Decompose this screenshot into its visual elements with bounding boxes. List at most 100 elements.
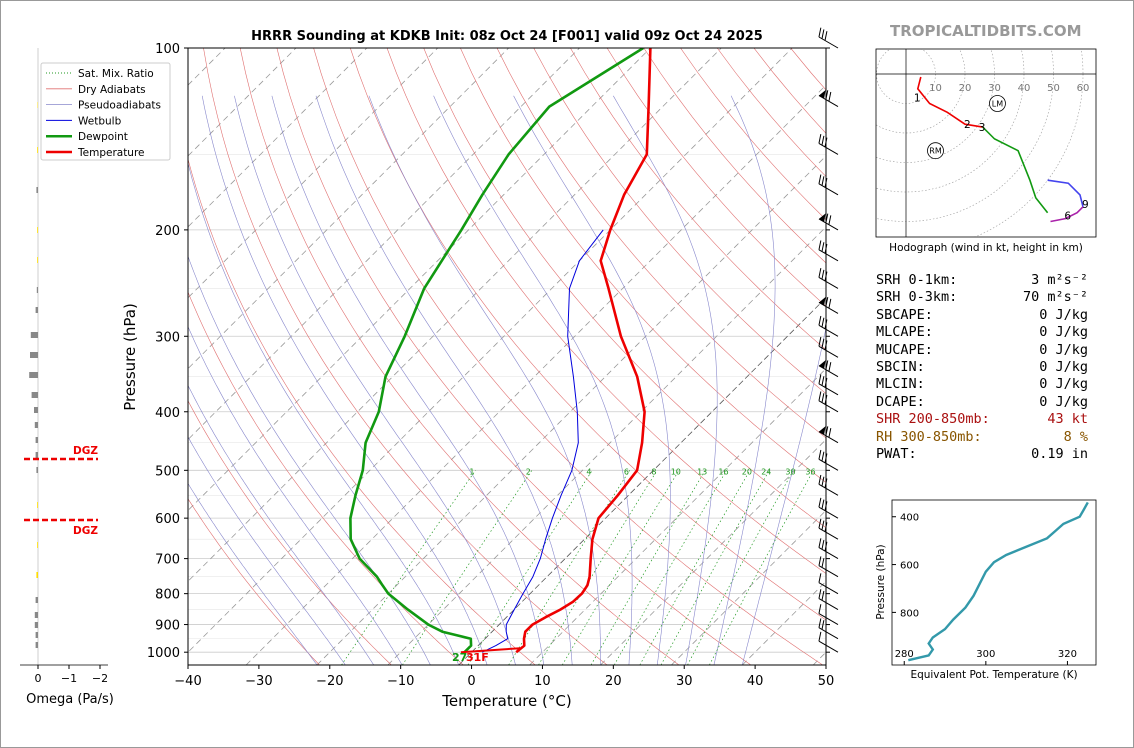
stat-label: MUCAPE:	[876, 341, 933, 358]
theta-y-tick-label: 400	[900, 513, 919, 524]
wind-barb	[818, 538, 839, 560]
dewpoint-line	[349, 48, 644, 654]
wind-barb	[818, 518, 839, 540]
theta-e-line	[908, 501, 1089, 662]
skewt-plot-frame	[187, 47, 827, 666]
x-axis-label: Temperature (°C)	[441, 692, 571, 710]
omega-bar	[37, 147, 38, 153]
omega-bar	[36, 287, 38, 293]
dry-adiabat	[533, 48, 826, 394]
wind-barb	[818, 374, 839, 396]
y-tick-label: 100	[155, 42, 180, 57]
omega-bar	[35, 642, 38, 648]
moist-adiabat	[315, 95, 573, 665]
isotherm	[600, 438, 826, 665]
stat-label: MLCAPE:	[876, 324, 933, 341]
wind-barb	[818, 589, 839, 610]
wind-barb	[818, 573, 839, 595]
stat-label: SHR 200-850mb:	[876, 411, 990, 428]
moist-adiabat	[188, 384, 374, 665]
surface-dewpoint-label: 27	[452, 651, 467, 664]
stat-row: RH 300-850mb: 8 %	[876, 429, 1116, 446]
theta-x-tick-label: 280	[895, 649, 914, 660]
moist-adiabat	[234, 95, 516, 665]
moist-adiabat	[271, 95, 545, 665]
omega-bar	[36, 467, 38, 473]
hodograph-segment	[916, 76, 983, 128]
dgz-bottom-label: DGZ	[73, 525, 98, 537]
omega-bar	[34, 622, 38, 628]
mixing-ratio-label: 36	[805, 468, 815, 477]
moist-adiabat	[201, 95, 488, 665]
x-tick-label: −20	[316, 674, 343, 689]
omega-tick-label: −2	[92, 672, 108, 685]
wind-barb	[818, 297, 839, 314]
hodograph-ring-label: 50	[1047, 83, 1060, 94]
stat-row: SRH 0-3km: 70 m²s⁻²	[876, 289, 1116, 306]
y-tick-label: 800	[155, 588, 180, 603]
wind-barb	[818, 268, 839, 289]
moist-adiabat	[188, 482, 318, 665]
mixing-ratio-line	[709, 470, 814, 665]
omega-panel: DGZ DGZ 0 −1 −2 Omega (Pa/s)	[20, 48, 114, 707]
hodograph-segment	[1047, 179, 1084, 207]
stat-row: SBCIN: 0 J/kg	[876, 359, 1116, 376]
dry-adiabat	[423, 48, 826, 529]
stat-row: SBCAPE: 0 J/kg	[876, 307, 1116, 324]
wind-barb	[818, 90, 839, 107]
mixing-ratio-label: 24	[761, 468, 771, 477]
y-tick-label: 1000	[147, 646, 180, 661]
omega-bar	[34, 612, 38, 618]
omega-bar	[35, 437, 38, 443]
skewt-plot: 1 2 4 6 8 10 13 16 20 24 30 36 −40 −30 −20 −10 0 10 20 30 4…	[121, 42, 835, 710]
stat-label: MLCIN:	[876, 376, 925, 393]
wind-barb	[818, 213, 839, 231]
y-tick-label: 300	[155, 330, 180, 345]
omega-bar	[37, 257, 38, 263]
temperature-line	[515, 48, 652, 654]
chart-title: HRRR Sounding at KDKB Init: 08z Oct 24 […	[251, 29, 763, 44]
storm-motion-marker	[927, 142, 944, 160]
y-tick-label: 600	[155, 512, 180, 527]
hodograph-height-label: 2	[964, 119, 971, 131]
wind-barb	[818, 315, 839, 337]
dry-adiabat	[460, 48, 826, 483]
omega-bar	[35, 452, 38, 458]
stat-value: 8 %	[1063, 428, 1088, 445]
isotherm	[245, 84, 826, 665]
mixing-ratio-line	[402, 470, 533, 665]
wetbulb-line	[481, 229, 604, 653]
dry-adiabat	[570, 48, 826, 351]
hodograph-height-label: 1	[914, 93, 921, 105]
dry-adiabat	[188, 498, 320, 665]
stat-value: 0 J/kg	[1039, 341, 1088, 358]
omega-tick-label: −1	[61, 672, 77, 685]
omega-bar	[30, 332, 38, 338]
moist-adiabat	[613, 95, 718, 665]
stat-label: DCAPE:	[876, 393, 925, 410]
y-tick-label: 400	[155, 406, 180, 421]
dry-adiabat	[203, 48, 608, 665]
x-tick-label: 50	[818, 674, 835, 689]
legend-entry: Dry Adiabats	[78, 84, 146, 96]
stat-value: 70 m²s⁻²	[1022, 289, 1088, 306]
hodograph-ring-label: 10	[929, 83, 942, 94]
theta-x-tick-label: 320	[1058, 649, 1077, 660]
x-tick-label: 40	[747, 674, 764, 689]
stat-row: SHR 200-850mb: 43 kt	[876, 411, 1116, 428]
hodograph: 10 20 30 40 50 60 1 2 3 69 LM RM Hodograph (wind i…	[875, 48, 1097, 254]
x-tick-label: −10	[387, 674, 414, 689]
isotherm	[458, 297, 826, 665]
mixing-ratio-label: 30	[785, 468, 795, 477]
dry-adiabat	[350, 48, 826, 621]
y-tick-label: 900	[155, 619, 180, 634]
legend-entry: Sat. Mix. Ratio	[78, 68, 154, 80]
isotherm	[316, 155, 826, 665]
mixing-ratio-line	[639, 470, 751, 665]
x-tick-label: 20	[605, 674, 622, 689]
stat-row: MLCIN: 0 J/kg	[876, 376, 1116, 393]
stat-value: 0 J/kg	[1039, 306, 1088, 323]
stat-label: SRH 0-3km:	[876, 289, 958, 306]
stat-value: 0 J/kg	[1039, 324, 1088, 341]
isotherm	[188, 48, 722, 582]
